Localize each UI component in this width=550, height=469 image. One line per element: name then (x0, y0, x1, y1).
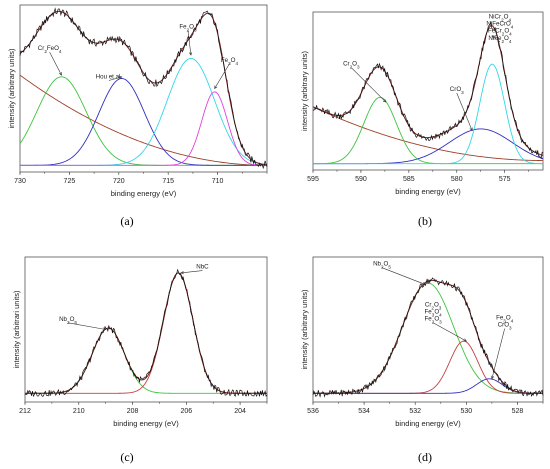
component-curve-3 (313, 63, 544, 165)
peak-label-3: Fe3O4 CrO3 (496, 314, 514, 330)
peak-arrowhead-1 (382, 99, 387, 103)
peak-label-4: Fe3O4 (221, 57, 239, 66)
x-tick-label: 534 (358, 408, 370, 415)
chart-panel-1: 730 725 720 715 710 binding energy (eV) intens… (7, 4, 268, 228)
component-curve-1 (25, 327, 267, 394)
x-tick-label: 730 (14, 178, 26, 185)
x-tick-label: 720 (113, 178, 125, 185)
y-axis-label: intensity (arbitrary units) (300, 289, 309, 370)
x-tick-label: 575 (499, 176, 511, 183)
chart-panel-3: 212 210 208 206 204 binding energy (eV) intens… (12, 256, 268, 464)
peak-arrowhead-3 (189, 52, 193, 56)
peak-arrowhead-2 (469, 127, 473, 132)
background-curve (19, 74, 267, 166)
peak-label-1: Cr2FeO4 (38, 45, 62, 54)
envelope-curve (312, 279, 543, 394)
peak-label-2: Cr2O3 Fe3O4 Fe2O3 (425, 301, 443, 324)
peak-label-2: Hou et al. (96, 73, 123, 80)
chart-panel-2: 595 590 585 580 575 binding energy (eV) intens… (300, 11, 544, 228)
peak-arrow-2 (180, 270, 203, 274)
peak-label-1: Nb2O5 (59, 316, 77, 325)
x-tick-label: 590 (355, 176, 367, 183)
peak-arrow-1 (351, 67, 387, 103)
peak-arrowhead-1 (422, 282, 427, 286)
peak-arrow-4 (214, 63, 230, 89)
x-tick-label: 585 (403, 176, 415, 183)
background-curve (312, 106, 543, 161)
x-axis-label: binding energy (eV) (111, 189, 177, 198)
peak-arrow-1 (381, 267, 426, 285)
peak-arrowhead-4 (214, 85, 218, 90)
component-curve-1 (312, 96, 543, 165)
x-tick-label: 710 (212, 178, 224, 185)
peak-label-1: Cr2O3 (343, 61, 360, 70)
peak-label-3: Fe2O3 (179, 23, 197, 32)
component-curve-2 (20, 78, 267, 166)
panel-label: (d) (418, 450, 432, 464)
raw-data-curve (312, 277, 544, 398)
x-tick-label: 580 (451, 176, 463, 183)
peak-arrowhead-1 (102, 327, 107, 331)
x-tick-label: 532 (409, 408, 421, 415)
x-tick-label: 210 (73, 408, 85, 415)
x-tick-label: 528 (512, 408, 524, 415)
peak-arrow-2 (108, 76, 122, 81)
component-curve-2 (25, 272, 267, 394)
plot-frame (19, 4, 268, 173)
x-axis-label: binding energy (eV) (113, 419, 179, 428)
raw-data-curve (312, 21, 544, 160)
peak-label-1: Nb2O5 (373, 261, 391, 270)
peak-arrowhead-2 (180, 271, 184, 275)
x-tick-label: 595 (307, 176, 319, 183)
peak-arrowhead-3 (490, 375, 495, 380)
peak-arrow-1 (67, 322, 106, 330)
peak-arrow-2 (456, 92, 473, 131)
component-curve-1 (312, 282, 544, 394)
component-curve-2 (313, 128, 544, 165)
peak-arrow-3 (187, 30, 192, 56)
chart-panel-4: 536 534 532 530 528 binding energy (eV) intens… (300, 256, 544, 464)
peak-arrow-1 (49, 51, 62, 76)
x-axis-label: binding energy (eV) (395, 419, 461, 428)
component-curve-4 (20, 91, 267, 166)
peak-arrowhead-2 (463, 338, 467, 342)
x-tick-label: 530 (460, 408, 472, 415)
panel-label: (a) (120, 214, 133, 228)
x-tick-label: 536 (307, 408, 319, 415)
envelope-curve (19, 10, 268, 166)
envelope-curve (25, 272, 267, 394)
raw-data-curve (19, 7, 268, 170)
x-tick-label: 206 (180, 408, 192, 415)
raw-data-curve (24, 268, 268, 398)
peak-arrowhead-3 (491, 35, 496, 39)
x-tick-label: 715 (162, 178, 174, 185)
y-axis-label: intensity (arbitrary units) (7, 48, 16, 129)
component-curve-1 (19, 76, 267, 166)
panel-label: (b) (418, 214, 432, 228)
peak-arrow-3 (492, 35, 501, 43)
peak-arrowhead-1 (58, 72, 62, 76)
y-axis-label: intensity (arbitrary units) (300, 50, 309, 131)
envelope-curve (312, 25, 544, 156)
x-tick-label: 208 (127, 408, 139, 415)
plot-frame (24, 256, 268, 403)
x-axis-label: binding energy (eV) (395, 187, 461, 196)
peak-label-2: CrO3 (450, 86, 464, 95)
peak-label-3: NiCr2O4 NiFeCrO4 FeCr2O4 NiFe2O4 (486, 13, 513, 43)
peak-arrow-2 (432, 322, 467, 342)
x-tick-label: 204 (234, 408, 246, 415)
peak-arrowhead-2 (118, 76, 123, 80)
x-tick-label: 725 (64, 178, 76, 185)
peak-arrow-3 (491, 328, 505, 379)
plot-frame (312, 256, 544, 403)
x-tick-label: 212 (19, 408, 31, 415)
peak-label-2: NbC (196, 264, 209, 271)
component-curve-3 (20, 57, 268, 166)
plot-frame (312, 11, 544, 171)
panel-label: (c) (120, 450, 133, 464)
component-curve-2 (313, 340, 543, 394)
y-axis-label: intensity (arbitrari units) (12, 290, 21, 368)
